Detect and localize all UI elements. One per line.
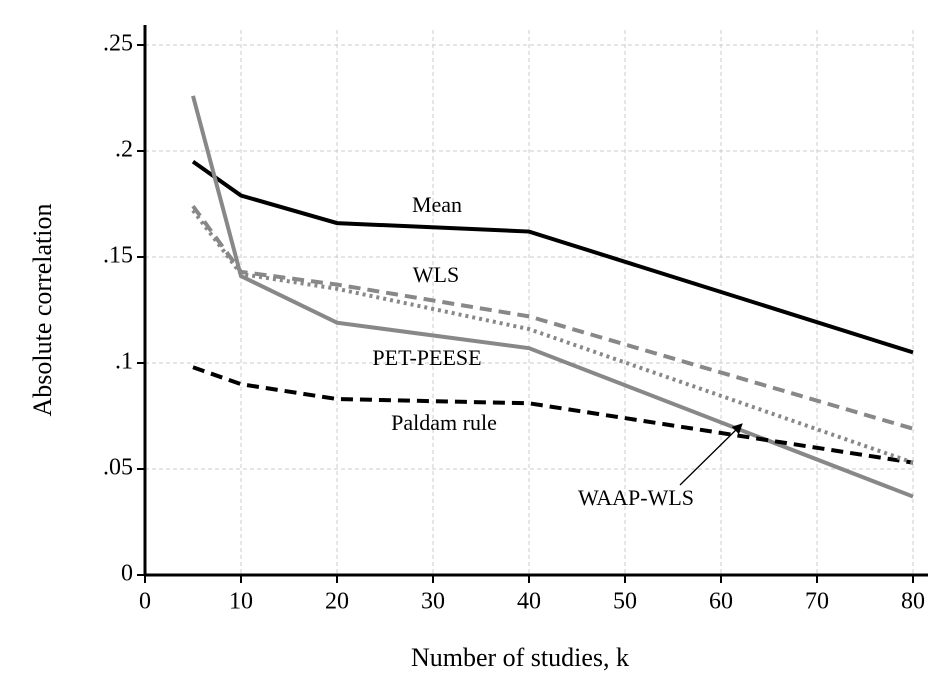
x-tick-label: 70 bbox=[805, 589, 829, 615]
series-label: WLS bbox=[413, 262, 459, 287]
x-tick-label: 60 bbox=[709, 589, 733, 615]
series-line bbox=[191, 159, 914, 355]
x-tick-label: 80 bbox=[901, 589, 925, 615]
x-axis-label: Number of studies, k bbox=[411, 643, 629, 672]
x-tick-label: 20 bbox=[325, 589, 349, 615]
x-tick-label: 50 bbox=[613, 589, 637, 615]
y-tick-label: .15 bbox=[103, 243, 133, 269]
y-tick-label: .05 bbox=[103, 455, 133, 481]
series-line bbox=[191, 209, 914, 465]
series-label: Paldam rule bbox=[391, 410, 497, 435]
series-line bbox=[191, 204, 914, 431]
y-tick-label: .2 bbox=[115, 137, 133, 163]
y-tick-label: .1 bbox=[115, 349, 133, 375]
series-line bbox=[191, 95, 914, 499]
x-tick-label: 10 bbox=[229, 589, 253, 615]
y-tick-label: 0 bbox=[121, 561, 133, 587]
series-label: Mean bbox=[412, 192, 462, 217]
y-axis-label: Absolute correlation bbox=[28, 204, 57, 417]
series-line bbox=[192, 365, 914, 465]
x-tick-label: 40 bbox=[517, 589, 541, 615]
series-label: WAAP-WLS bbox=[578, 485, 694, 510]
annotation-arrow bbox=[679, 423, 743, 486]
y-tick-label: .25 bbox=[103, 31, 133, 57]
x-tick-label: 0 bbox=[139, 589, 151, 615]
x-tick-label: 30 bbox=[421, 589, 445, 615]
series-label: PET-PEESE bbox=[372, 345, 481, 370]
